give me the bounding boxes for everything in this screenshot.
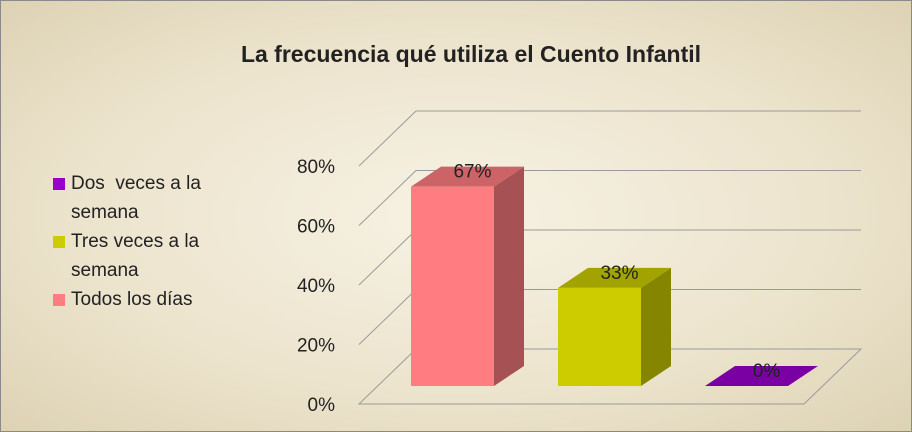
bar-top [705,366,818,386]
legend-item: Tres veces a la semana [53,227,233,285]
bar [705,366,818,386]
bar-front [411,186,494,386]
bar-top [558,267,671,288]
grid-line [358,229,417,286]
data-label: 0% [753,361,781,382]
bar [411,166,524,386]
bar-top [411,166,524,187]
legend-label: Tres veces a la semana [71,231,205,281]
bar [558,267,671,386]
y-tick-label: 60% [297,217,335,238]
grid-line [358,289,417,345]
legend-item: Dos veces a la semana [53,169,233,227]
bar-side [494,166,524,386]
legend-label: Dos veces a la semana [71,173,207,223]
legend-item: Todos los días [53,285,233,314]
chart-title: La frecuencia qué utiliza el Cuento Infa… [241,41,701,67]
legend-label: Todos los días [71,289,193,310]
legend-swatch [53,294,65,306]
legend: Dos veces a la semana Tres veces a la sem… [53,169,233,314]
data-label: 33% [600,263,638,284]
data-label: 67% [453,162,491,183]
bar-front [558,287,641,386]
y-tick-label: 0% [308,395,336,416]
legend-swatch [53,178,65,190]
grid-line [358,110,417,167]
legend-swatch [53,236,65,248]
y-tick-label: 40% [297,276,335,297]
bar-side [641,267,671,386]
floor [357,348,863,405]
y-tick-label: 20% [297,336,335,357]
y-tick-label: 80% [297,157,335,178]
grid-line [358,170,417,226]
